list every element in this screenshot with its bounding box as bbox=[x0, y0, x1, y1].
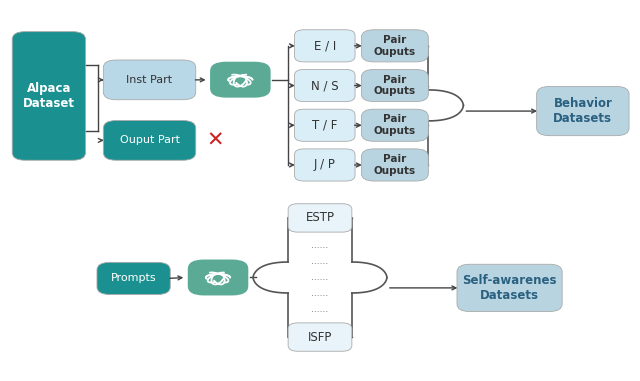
FancyBboxPatch shape bbox=[294, 30, 355, 62]
FancyBboxPatch shape bbox=[210, 62, 271, 98]
FancyBboxPatch shape bbox=[294, 109, 355, 141]
FancyBboxPatch shape bbox=[97, 263, 170, 295]
Text: ......: ...... bbox=[312, 289, 328, 298]
Text: N / S: N / S bbox=[311, 79, 339, 92]
Text: Ouput Part: Ouput Part bbox=[120, 135, 180, 146]
Text: Alpaca
Dataset: Alpaca Dataset bbox=[23, 82, 75, 110]
FancyBboxPatch shape bbox=[362, 149, 428, 181]
Text: ✕: ✕ bbox=[206, 130, 223, 150]
Text: ISFP: ISFP bbox=[308, 331, 332, 344]
Text: ......: ...... bbox=[312, 257, 328, 266]
FancyBboxPatch shape bbox=[288, 204, 352, 232]
Text: ......: ...... bbox=[312, 273, 328, 282]
Text: Prompts: Prompts bbox=[111, 274, 156, 283]
Text: ......: ...... bbox=[312, 304, 328, 314]
FancyBboxPatch shape bbox=[288, 323, 352, 351]
FancyBboxPatch shape bbox=[188, 259, 248, 295]
FancyBboxPatch shape bbox=[294, 69, 355, 102]
Text: Behavior
Datasets: Behavior Datasets bbox=[554, 97, 612, 125]
FancyBboxPatch shape bbox=[362, 109, 428, 141]
FancyBboxPatch shape bbox=[12, 32, 86, 160]
Text: J / P: J / P bbox=[314, 158, 336, 171]
Text: T / F: T / F bbox=[312, 119, 337, 132]
FancyBboxPatch shape bbox=[537, 86, 629, 136]
Text: Pair
Ouputs: Pair Ouputs bbox=[374, 35, 416, 57]
Text: Pair
Ouputs: Pair Ouputs bbox=[374, 75, 416, 96]
Text: Pair
Ouputs: Pair Ouputs bbox=[374, 154, 416, 176]
FancyBboxPatch shape bbox=[103, 120, 196, 160]
Text: Inst Part: Inst Part bbox=[127, 75, 173, 85]
FancyBboxPatch shape bbox=[294, 149, 355, 181]
Text: Pair
Ouputs: Pair Ouputs bbox=[374, 114, 416, 136]
FancyBboxPatch shape bbox=[103, 60, 196, 100]
FancyBboxPatch shape bbox=[457, 264, 562, 312]
FancyBboxPatch shape bbox=[362, 30, 428, 62]
Text: E / I: E / I bbox=[314, 39, 336, 52]
Text: ESTP: ESTP bbox=[305, 211, 335, 224]
Text: ......: ...... bbox=[312, 242, 328, 250]
FancyBboxPatch shape bbox=[362, 69, 428, 102]
Text: Self-awarenes
Datasets: Self-awarenes Datasets bbox=[462, 274, 557, 302]
